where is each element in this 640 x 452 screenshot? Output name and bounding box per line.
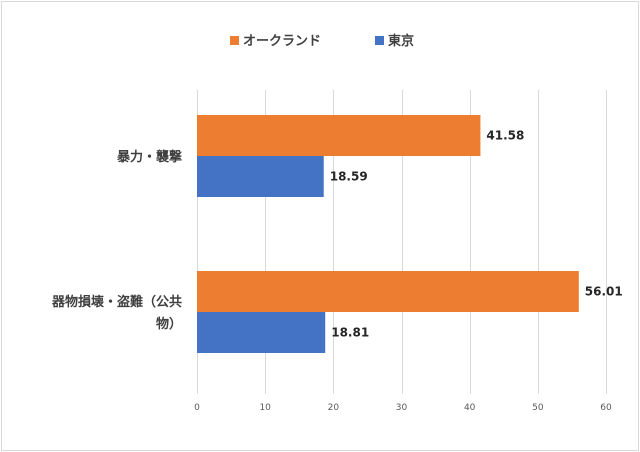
x-tick-label-20: 20 <box>328 403 340 413</box>
legend-label-auckland: オークランド <box>243 34 321 49</box>
x-tick-label-10: 10 <box>259 403 271 413</box>
category-label-2-line-1: 器物損壊・盗難（公共 <box>51 294 182 310</box>
data-label-auckland-1: 41.58 <box>486 129 524 143</box>
category-label-2-line-2: 物） <box>156 316 182 332</box>
x-tick-label-60: 60 <box>600 403 612 413</box>
legend-swatch-tokyo <box>375 36 384 45</box>
x-tick-label-0: 0 <box>194 403 200 413</box>
x-tick-label-40: 40 <box>464 403 476 413</box>
data-label-tokyo-1: 18.59 <box>330 170 368 184</box>
x-tick-label-30: 30 <box>396 403 408 413</box>
data-label-tokyo-2: 18.81 <box>331 326 369 340</box>
legend-swatch-auckland <box>230 36 239 45</box>
bar-auckland-1 <box>197 115 481 156</box>
bar-auckland-2 <box>197 271 579 312</box>
bar-tokyo-1 <box>197 156 324 197</box>
legend-label-tokyo: 東京 <box>388 33 414 49</box>
category-label-1: 暴力・襲撃 <box>116 149 182 165</box>
bar-tokyo-2 <box>197 312 326 353</box>
data-label-auckland-2: 56.01 <box>585 285 623 299</box>
x-tick-label-50: 50 <box>532 403 544 413</box>
